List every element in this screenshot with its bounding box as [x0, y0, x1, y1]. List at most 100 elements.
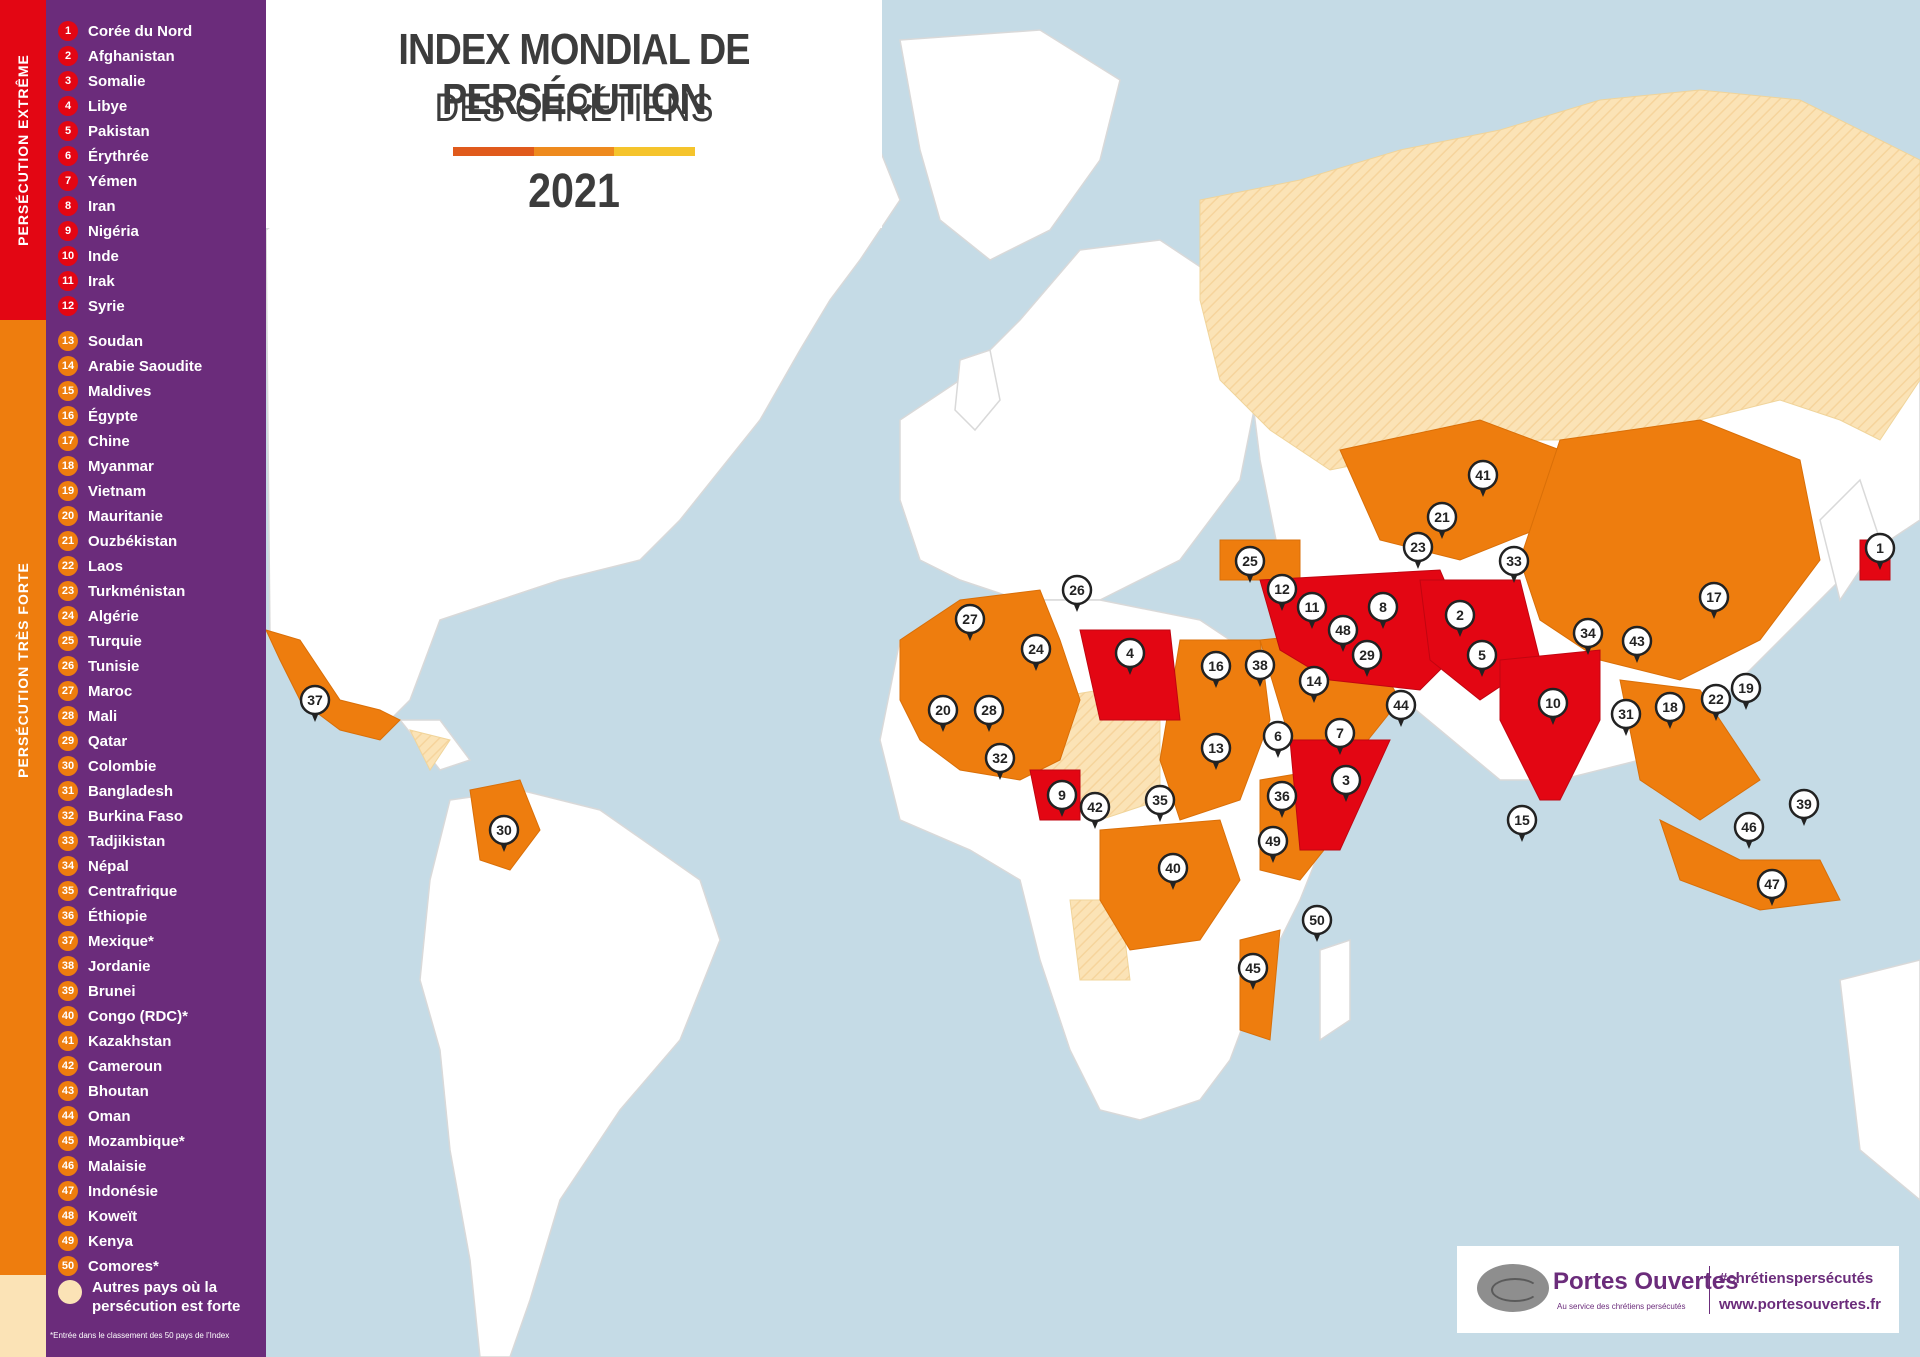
- rank-marker-23[interactable]: 23: [1402, 531, 1434, 569]
- rank-marker-13[interactable]: 13: [1200, 732, 1232, 770]
- rank-marker-16[interactable]: 16: [1200, 650, 1232, 688]
- rank-marker-label: 3: [1342, 772, 1350, 788]
- country-name: Vietnam: [88, 482, 147, 500]
- rank-marker-39[interactable]: 39: [1788, 788, 1820, 826]
- rank-marker-label: 33: [1506, 553, 1522, 569]
- rank-marker-8[interactable]: 8: [1367, 591, 1399, 629]
- country-name: Libye: [88, 97, 128, 115]
- rank-marker-label: 28: [981, 702, 997, 718]
- rank-marker-29[interactable]: 29: [1351, 639, 1383, 677]
- title-year: 2021: [528, 165, 620, 218]
- rank-marker-label: 42: [1087, 799, 1103, 815]
- rank-marker-1[interactable]: 1: [1864, 532, 1896, 570]
- country-name: Bangladesh: [88, 782, 174, 800]
- rank-marker-37[interactable]: 37: [299, 684, 331, 722]
- rank-marker-26[interactable]: 26: [1061, 574, 1093, 612]
- rank-marker-31[interactable]: 31: [1610, 698, 1642, 736]
- rank-badge: 9: [58, 221, 78, 241]
- rank-marker-12[interactable]: 12: [1266, 573, 1298, 611]
- rank-marker-7[interactable]: 7: [1324, 717, 1356, 755]
- country-name: Mauritanie: [88, 507, 164, 525]
- rank-badge: 24: [58, 606, 78, 626]
- rank-marker-40[interactable]: 40: [1157, 852, 1189, 890]
- rank-marker-17[interactable]: 17: [1698, 581, 1730, 619]
- country-name: Yémen: [88, 172, 138, 190]
- rank-badge: 27: [58, 681, 78, 701]
- very-high-category-label: PERSÉCUTION TRÈS FORTE: [15, 562, 31, 778]
- website-link[interactable]: www.portesouvertes.fr: [1719, 1296, 1881, 1313]
- legend-item: 12 Syrie: [58, 295, 125, 317]
- rank-badge: 22: [58, 556, 78, 576]
- rank-marker-47[interactable]: 47: [1756, 868, 1788, 906]
- rank-marker-41[interactable]: 41: [1467, 459, 1499, 497]
- australia-edge: [1839, 959, 1920, 1201]
- rank-marker-48[interactable]: 48: [1327, 614, 1359, 652]
- rank-marker-3[interactable]: 3: [1330, 764, 1362, 802]
- rank-marker-label: 39: [1796, 796, 1812, 812]
- rank-badge: 2: [58, 46, 78, 66]
- rank-marker-label: 37: [307, 692, 323, 708]
- rank-marker-10[interactable]: 10: [1537, 687, 1569, 725]
- rank-badge: 43: [58, 1081, 78, 1101]
- rank-marker-50[interactable]: 50: [1301, 904, 1333, 942]
- rank-marker-35[interactable]: 35: [1144, 784, 1176, 822]
- country-name: Népal: [88, 857, 129, 875]
- rank-marker-14[interactable]: 14: [1298, 665, 1330, 703]
- rank-badge: 35: [58, 881, 78, 901]
- rank-marker-2[interactable]: 2: [1444, 599, 1476, 637]
- rank-marker-43[interactable]: 43: [1621, 625, 1653, 663]
- country-name: Kenya: [88, 1232, 134, 1250]
- legend-item: 3 Somalie: [58, 70, 146, 92]
- rank-marker-label: 27: [962, 611, 978, 627]
- rank-marker-25[interactable]: 25: [1234, 545, 1266, 583]
- rank-badge: 3: [58, 71, 78, 91]
- rank-marker-38[interactable]: 38: [1244, 649, 1276, 687]
- rank-marker-9[interactable]: 9: [1046, 779, 1078, 817]
- rank-marker-20[interactable]: 20: [927, 694, 959, 732]
- rank-badge: 46: [58, 1156, 78, 1176]
- rank-marker-15[interactable]: 15: [1506, 804, 1538, 842]
- mozambique: [1239, 929, 1281, 1041]
- rank-marker-27[interactable]: 27: [954, 603, 986, 641]
- hashtag: #chrétienspersécutés: [1719, 1270, 1874, 1287]
- country-name: Cameroun: [88, 1057, 163, 1075]
- rank-marker-18[interactable]: 18: [1654, 691, 1686, 729]
- legend-item: 6 Érythrée: [58, 145, 149, 167]
- rank-marker-33[interactable]: 33: [1498, 545, 1530, 583]
- rank-marker-36[interactable]: 36: [1266, 780, 1298, 818]
- rank-marker-46[interactable]: 46: [1733, 811, 1765, 849]
- rank-marker-45[interactable]: 45: [1237, 952, 1269, 990]
- country-name: Afghanistan: [88, 47, 175, 65]
- rank-marker-32[interactable]: 32: [984, 742, 1016, 780]
- rank-marker-4[interactable]: 4: [1114, 637, 1146, 675]
- country-name: Tadjikistan: [88, 832, 166, 850]
- rank-marker-6[interactable]: 6: [1262, 720, 1294, 758]
- rank-marker-42[interactable]: 42: [1079, 791, 1111, 829]
- rank-marker-label: 24: [1028, 641, 1044, 657]
- rank-marker-11[interactable]: 11: [1296, 591, 1328, 629]
- rank-marker-49[interactable]: 49: [1257, 825, 1289, 863]
- rank-badge: 40: [58, 1006, 78, 1026]
- country-name: Tunisie: [88, 657, 140, 675]
- rank-marker-34[interactable]: 34: [1572, 617, 1604, 655]
- high-persecution-swatch: [58, 1280, 82, 1304]
- legend-other-label: Autres pays où la persécution est forte: [92, 1279, 241, 1315]
- legend-item: 23 Turkménistan: [58, 580, 185, 602]
- rank-marker-22[interactable]: 22: [1700, 683, 1732, 721]
- rank-marker-label: 23: [1410, 539, 1426, 555]
- country-name: Qatar: [88, 732, 128, 750]
- rank-badge: 28: [58, 706, 78, 726]
- legend-item: 45 Mozambique*: [58, 1130, 185, 1152]
- rank-marker-19[interactable]: 19: [1730, 672, 1762, 710]
- rank-marker-24[interactable]: 24: [1020, 633, 1052, 671]
- country-name: Égypte: [88, 407, 139, 425]
- rank-marker-44[interactable]: 44: [1385, 689, 1417, 727]
- rank-marker-28[interactable]: 28: [973, 694, 1005, 732]
- rank-marker-30[interactable]: 30: [488, 814, 520, 852]
- rank-marker-5[interactable]: 5: [1466, 639, 1498, 677]
- rank-marker-label: 1: [1876, 540, 1884, 556]
- rank-marker-label: 4: [1126, 645, 1134, 661]
- rank-marker-21[interactable]: 21: [1426, 501, 1458, 539]
- legend-item: 36 Éthiopie: [58, 905, 147, 927]
- title-line2: DES CHRÉTIENS: [434, 86, 714, 130]
